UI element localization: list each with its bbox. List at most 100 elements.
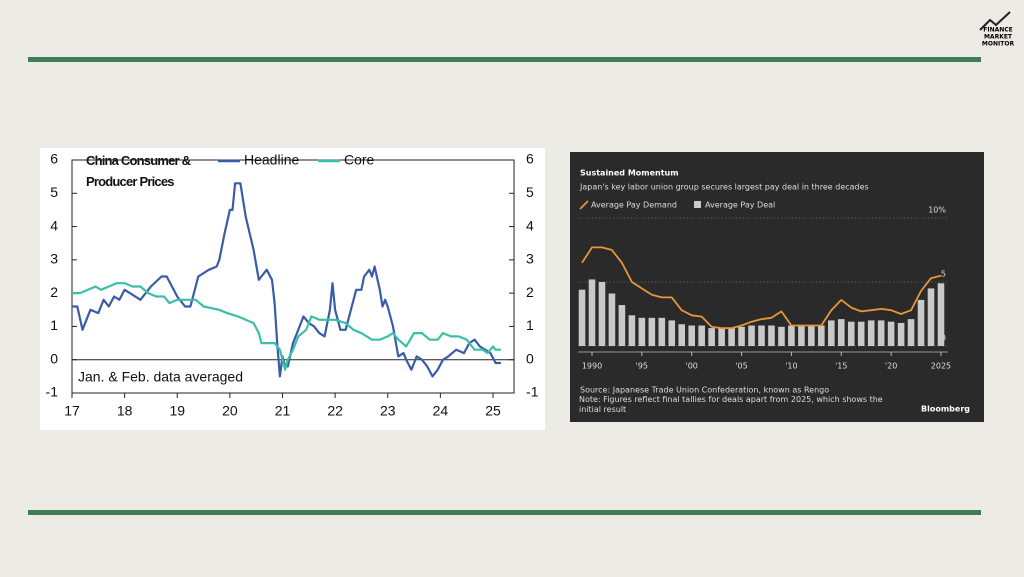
bar	[818, 325, 825, 346]
chart-panel: China Consumer & Producer Prices Jan. & …	[40, 148, 545, 430]
legend-swatch	[579, 200, 589, 210]
bar	[887, 321, 895, 346]
x-tick-label: 2025	[931, 362, 951, 371]
x-tick-label: 21	[275, 403, 291, 419]
x-tick-label: '95	[636, 362, 648, 371]
legend-label: Average Pay Deal	[705, 201, 775, 210]
bar	[638, 317, 646, 346]
bar	[648, 317, 656, 346]
y-tick-label: 2	[50, 284, 58, 300]
bottom-rule	[28, 510, 981, 515]
bar	[937, 283, 945, 346]
annotation: Jan. & Feb. data averaged	[78, 369, 243, 385]
y-tick-label: 1	[50, 317, 58, 333]
bar	[847, 321, 855, 346]
y2-tick-label: 1	[526, 317, 534, 333]
logo-text: FINANCE	[983, 27, 1013, 34]
y2-tick-label: -1	[526, 384, 539, 400]
bar	[867, 320, 875, 346]
bar	[927, 288, 935, 346]
y2-tick-label: 2	[526, 284, 534, 300]
bar	[808, 325, 815, 346]
note-box: Note: Figures reflect final tallies for …	[579, 395, 883, 414]
x-tick-label: '15	[835, 362, 847, 371]
x-tick-label: '00	[686, 362, 698, 371]
y2-tick-label: 3	[526, 251, 534, 267]
bar	[738, 326, 745, 346]
chart-subtitle: Japan's key labor union group secures la…	[579, 183, 869, 192]
x-tick-label: 1990	[582, 362, 602, 371]
y2-tick-label: 5	[526, 184, 534, 200]
bar	[718, 328, 725, 346]
bar	[608, 293, 616, 346]
y-tick-label: 4	[50, 217, 58, 233]
bar	[778, 326, 785, 346]
bar	[588, 279, 596, 346]
chart-title: Sustained Momentum	[580, 169, 679, 178]
bar	[827, 320, 835, 346]
series-line	[581, 246, 942, 329]
y-tick-label: 5	[50, 184, 58, 200]
logo-text: MARKET	[984, 34, 1013, 41]
x-tick-label: 20	[222, 403, 238, 419]
bar	[877, 320, 885, 346]
y-tick-label: 6	[50, 151, 58, 167]
y-tick-label: 10%	[928, 206, 946, 215]
chart-title: China Consumer & Producer Prices	[86, 153, 191, 189]
bar	[668, 320, 676, 346]
panel-bg	[570, 152, 984, 422]
y2-tick-label: 6	[526, 151, 534, 167]
series-line	[72, 282, 501, 371]
bar	[897, 322, 905, 346]
note: Note: Figures reflect final tallies for …	[579, 395, 883, 414]
bar	[628, 315, 636, 346]
title-box: China Consumer & Producer Prices	[86, 153, 191, 189]
x-tick-label: '20	[885, 362, 897, 371]
y-tick-label: 0	[50, 350, 58, 366]
bar	[917, 299, 925, 346]
y-tick-label: -1	[46, 384, 59, 400]
bar	[907, 319, 915, 346]
bar	[768, 325, 775, 346]
credit: Bloomberg	[921, 405, 970, 414]
bar	[837, 319, 845, 346]
bar	[798, 325, 805, 346]
bar	[728, 328, 735, 346]
x-tick-label: 18	[117, 403, 133, 419]
y-tick-label: 5	[941, 270, 946, 279]
legend-label: Core	[344, 152, 375, 168]
bar	[698, 325, 705, 346]
x-tick-label: 25	[485, 403, 501, 419]
bar	[748, 325, 755, 346]
bar	[758, 325, 765, 346]
x-tick-label: 23	[380, 403, 396, 419]
y2-tick-label: 0	[526, 350, 534, 366]
bar	[598, 282, 606, 346]
bar	[578, 289, 586, 346]
x-tick-label: '05	[735, 362, 747, 371]
legend-swatch	[694, 201, 701, 208]
bar	[678, 324, 686, 346]
x-tick-label: 17	[64, 403, 80, 419]
plot-frame	[71, 159, 515, 394]
series-line	[72, 182, 501, 378]
bar	[688, 325, 696, 346]
legend-label: Headline	[244, 152, 299, 168]
bar	[618, 305, 626, 346]
bar	[857, 321, 865, 346]
logo: FINANCE MARKET MONITOR	[979, 11, 1015, 48]
bar	[788, 325, 795, 346]
x-tick-label: '10	[785, 362, 797, 371]
x-tick-label: 19	[169, 403, 185, 419]
source: Source: Japanese Trade Union Confederati…	[580, 386, 829, 395]
legend-label: Average Pay Demand	[591, 201, 677, 210]
top-rule	[28, 57, 981, 62]
y2-tick-label: 4	[526, 217, 534, 233]
y-tick-label: 3	[50, 251, 58, 267]
bar	[658, 317, 666, 346]
chart-panel: Sustained Momentum Japan's key labor uni…	[570, 152, 984, 422]
x-tick-label: 22	[327, 403, 343, 419]
logo-text: MONITOR	[982, 41, 1015, 48]
